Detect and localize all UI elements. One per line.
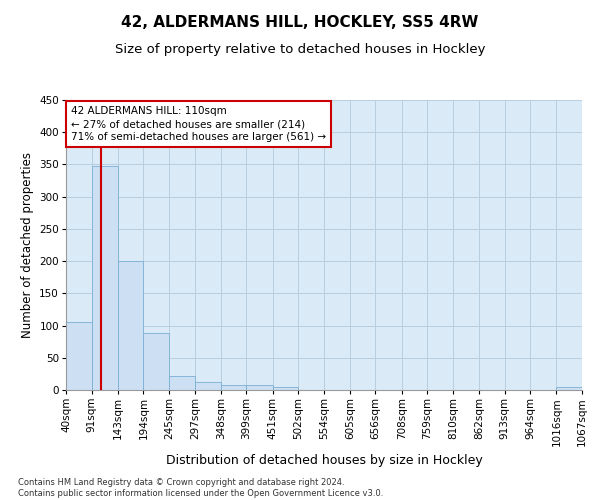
Bar	[169, 376, 195, 390]
Bar	[247, 385, 272, 390]
Bar	[143, 334, 169, 390]
X-axis label: Distribution of detached houses by size in Hockley: Distribution of detached houses by size …	[166, 454, 482, 467]
Text: Size of property relative to detached houses in Hockley: Size of property relative to detached ho…	[115, 42, 485, 56]
Bar	[556, 388, 582, 390]
Bar	[66, 322, 92, 390]
Bar	[272, 387, 298, 390]
Text: 42, ALDERMANS HILL, HOCKLEY, SS5 4RW: 42, ALDERMANS HILL, HOCKLEY, SS5 4RW	[121, 15, 479, 30]
Bar	[195, 382, 221, 390]
Text: 42 ALDERMANS HILL: 110sqm
← 27% of detached houses are smaller (214)
71% of semi: 42 ALDERMANS HILL: 110sqm ← 27% of detac…	[71, 106, 326, 142]
Bar	[92, 166, 118, 390]
Text: Contains HM Land Registry data © Crown copyright and database right 2024.
Contai: Contains HM Land Registry data © Crown c…	[18, 478, 383, 498]
Y-axis label: Number of detached properties: Number of detached properties	[21, 152, 34, 338]
Bar	[221, 385, 247, 390]
Bar	[118, 261, 143, 390]
